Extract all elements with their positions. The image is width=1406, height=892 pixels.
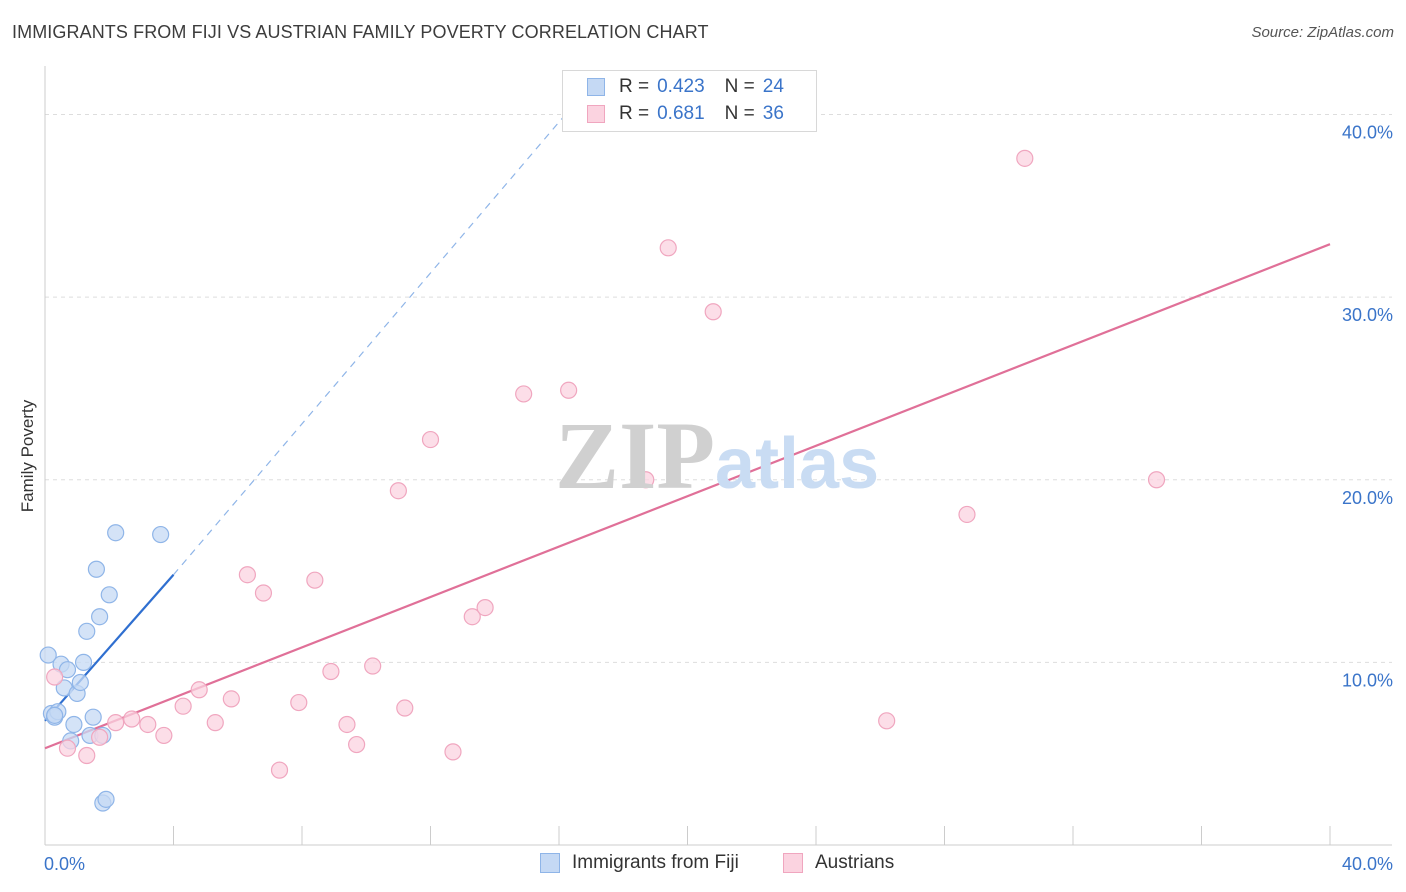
austrians-point bbox=[46, 668, 64, 686]
fiji-point bbox=[58, 661, 77, 679]
austrians-point bbox=[704, 303, 722, 321]
y-axis-label: Family Poverty bbox=[18, 399, 37, 512]
n-label: N = bbox=[724, 76, 755, 97]
n-label: N = bbox=[724, 103, 755, 124]
legend-row-fiji: R = 0.423 N = 24 bbox=[587, 75, 784, 99]
austrians-point bbox=[270, 761, 289, 779]
austrians-point bbox=[396, 699, 414, 717]
austrians-point bbox=[389, 482, 407, 500]
fiji-point bbox=[74, 653, 93, 671]
fiji-trend-extension bbox=[173, 114, 566, 576]
austrians-point bbox=[190, 681, 208, 699]
fiji-swatch bbox=[587, 78, 605, 96]
austrians-point bbox=[348, 735, 366, 754]
watermark-atlas: atlas bbox=[715, 424, 880, 504]
austrians-point bbox=[338, 715, 356, 734]
watermark-zip: ZIP bbox=[555, 402, 716, 509]
fiji-point bbox=[152, 525, 170, 544]
y-tick-label: 40.0% bbox=[1342, 123, 1393, 143]
y-tick-label: 10.0% bbox=[1342, 670, 1393, 690]
fiji-point bbox=[71, 673, 89, 692]
austrians-point bbox=[444, 743, 462, 761]
austrians-point bbox=[659, 239, 677, 257]
fiji-point bbox=[39, 646, 57, 664]
legend-label-austrians: Austrians bbox=[815, 852, 895, 873]
austrians-point bbox=[139, 715, 157, 734]
austrians-point bbox=[463, 608, 481, 626]
fiji-point bbox=[87, 560, 106, 578]
x-tick-label: 40.0% bbox=[1342, 854, 1393, 874]
austrians-point bbox=[107, 714, 125, 732]
series-legend: Immigrants from Fiji Austrians bbox=[0, 852, 1406, 878]
fiji-trend-line bbox=[44, 573, 175, 722]
fiji-point bbox=[107, 524, 125, 542]
austrians-point bbox=[290, 693, 308, 712]
austrians-point bbox=[238, 566, 256, 584]
austrians-point bbox=[364, 657, 382, 675]
watermark: ZIPatlas bbox=[555, 400, 879, 511]
fiji-point bbox=[65, 715, 83, 734]
n-value: 24 bbox=[762, 76, 784, 97]
austrians-point bbox=[560, 381, 578, 399]
austrians-swatch bbox=[783, 853, 803, 873]
austrians-point bbox=[637, 471, 655, 489]
r-label: R = bbox=[619, 76, 650, 97]
x-tick-label: 0.0% bbox=[44, 854, 85, 874]
correlation-legend: R = 0.423 N = 24 R = 0.681 N = 36 bbox=[562, 70, 817, 132]
fiji-point bbox=[91, 608, 109, 626]
austrians-point bbox=[58, 739, 77, 757]
austrians-point bbox=[254, 584, 273, 602]
source-label: Source: ZipAtlas.com bbox=[1251, 24, 1394, 41]
tick-labels: 10.0% 20.0% 30.0% 40.0% 0.0% 40.0% bbox=[44, 123, 1393, 874]
r-label: R = bbox=[619, 103, 650, 124]
austrians-point bbox=[174, 697, 192, 715]
r-value: 0.423 bbox=[657, 76, 705, 97]
y-tick-label: 30.0% bbox=[1342, 305, 1393, 325]
gridlines bbox=[45, 114, 1392, 663]
austrians-point bbox=[306, 571, 324, 589]
austrians-point bbox=[515, 385, 533, 403]
axes bbox=[44, 66, 1392, 846]
austrians-swatch bbox=[587, 105, 605, 123]
austrians-point bbox=[123, 710, 141, 728]
r-value: 0.681 bbox=[657, 103, 705, 124]
austrians-point bbox=[91, 728, 109, 746]
austrians-point bbox=[421, 430, 440, 449]
legend-item-fiji[interactable]: Immigrants from Fiji bbox=[540, 852, 739, 874]
austrians-point bbox=[1147, 471, 1166, 489]
chart-title: IMMIGRANTS FROM FIJI VS AUSTRIAN FAMILY … bbox=[12, 22, 709, 42]
austrians-trend-line bbox=[44, 243, 1331, 750]
austrians-point bbox=[206, 714, 224, 732]
fiji-point bbox=[100, 586, 118, 604]
n-value: 36 bbox=[762, 103, 784, 124]
legend-label-fiji: Immigrants from Fiji bbox=[572, 852, 739, 873]
fiji-swatch bbox=[540, 853, 560, 873]
austrians-point bbox=[155, 726, 173, 745]
austrians-point bbox=[878, 712, 896, 730]
fiji-point bbox=[97, 790, 115, 808]
austrians-point bbox=[1016, 149, 1034, 167]
fiji-point bbox=[84, 708, 102, 726]
legend-item-austrians[interactable]: Austrians bbox=[783, 852, 894, 874]
trend-lines bbox=[44, 114, 1331, 750]
austrians-point bbox=[322, 662, 340, 681]
data-points bbox=[39, 149, 1166, 812]
legend-row-austrians: R = 0.681 N = 36 bbox=[587, 102, 784, 126]
fiji-point bbox=[78, 622, 96, 640]
fiji-point bbox=[46, 706, 64, 724]
austrians-point bbox=[958, 505, 976, 524]
austrians-point bbox=[222, 690, 240, 708]
y-tick-label: 20.0% bbox=[1342, 488, 1393, 508]
austrians-point bbox=[476, 598, 494, 617]
austrians-point bbox=[78, 746, 96, 765]
